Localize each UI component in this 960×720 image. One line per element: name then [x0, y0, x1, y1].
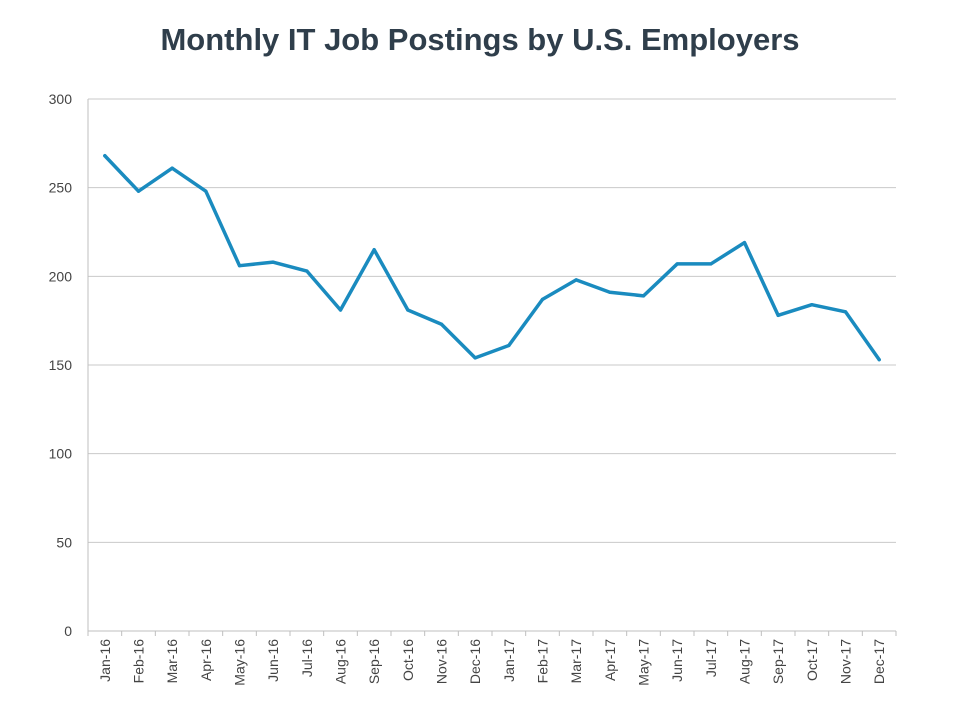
data-point — [742, 241, 747, 245]
x-tick-label: Mar-16 — [164, 639, 180, 684]
data-point — [305, 269, 309, 273]
y-tick-label: 100 — [49, 446, 73, 462]
y-tick-labels: 0 50 100 150 200 250 300 — [49, 91, 73, 639]
x-tick-label: Jan-17 — [501, 639, 517, 682]
y-tick-label: 250 — [49, 180, 73, 196]
x-tick-label: Jul-17 — [703, 639, 719, 677]
data-point — [608, 290, 612, 294]
y-tick-label: 300 — [49, 91, 73, 107]
data-point — [473, 356, 477, 360]
data-point — [170, 166, 174, 170]
axes — [87, 99, 897, 636]
data-point — [709, 262, 713, 266]
data-point — [338, 308, 343, 312]
data-point — [675, 262, 679, 266]
y-tick-label: 50 — [56, 534, 72, 550]
data-point — [439, 322, 444, 326]
x-tick-label: Sep-16 — [366, 639, 382, 684]
x-tick-label: Mar-17 — [568, 639, 584, 684]
data-point — [810, 303, 814, 307]
series-line — [103, 154, 881, 362]
gridlines — [88, 98, 896, 543]
x-tick-label: Dec-17 — [871, 639, 887, 684]
x-tick-label: Jun-16 — [265, 639, 281, 682]
x-tick-label: Nov-17 — [838, 639, 854, 684]
data-point — [271, 260, 275, 264]
x-tick-label: May-17 — [636, 639, 652, 686]
data-point — [843, 310, 848, 314]
x-tick-label: Aug-17 — [737, 639, 753, 684]
x-tick-label: Oct-16 — [400, 639, 416, 681]
chart-title: Monthly IT Job Postings by U.S. Employer… — [160, 22, 800, 57]
x-tick-label: Feb-17 — [535, 639, 551, 684]
x-tick-label: Feb-16 — [131, 639, 147, 684]
x-tick-label: Apr-16 — [198, 639, 214, 681]
x-tick-label: Apr-17 — [602, 639, 618, 681]
data-point — [136, 189, 141, 193]
data-point — [204, 189, 208, 193]
data-point — [237, 264, 242, 268]
data-point — [372, 248, 376, 252]
x-tick-label: Jun-17 — [669, 639, 685, 682]
x-tick-labels: Jan-16 Feb-16 Mar-16 Apr-16 May-16 Jun-16 Jul-… — [97, 639, 887, 686]
x-tick-label: Jul-16 — [299, 639, 315, 677]
series-layer — [103, 154, 881, 362]
y-tick-label: 0 — [64, 623, 72, 639]
data-point — [574, 278, 578, 282]
x-tick-label: Oct-17 — [804, 639, 820, 681]
x-tick-label: Jan-16 — [97, 639, 113, 682]
data-point — [641, 294, 646, 298]
x-tick-label: Aug-16 — [333, 639, 349, 684]
data-point — [406, 308, 410, 312]
data-point — [507, 343, 511, 348]
x-tick-label: Dec-16 — [467, 639, 483, 684]
y-tick-label: 200 — [49, 268, 73, 284]
x-tick-label: May-16 — [232, 639, 248, 686]
x-tick-label: Nov-16 — [434, 639, 450, 684]
data-point — [540, 297, 545, 301]
data-point — [877, 358, 881, 362]
data-point — [776, 313, 780, 317]
data-point — [103, 154, 107, 158]
x-tick-label: Sep-17 — [770, 639, 786, 684]
y-tick-label: 150 — [49, 357, 73, 373]
